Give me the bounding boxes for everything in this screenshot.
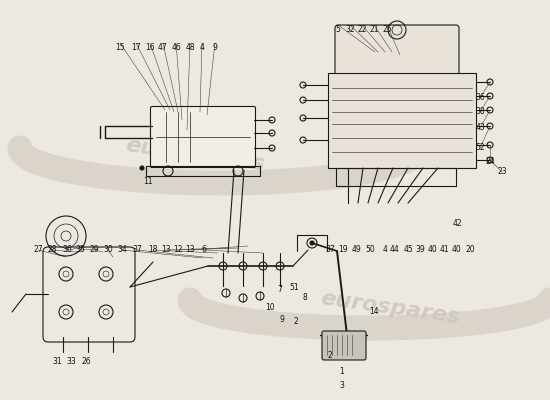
Text: eurospares: eurospares xyxy=(124,135,266,175)
Text: 13: 13 xyxy=(161,246,171,254)
Text: 41: 41 xyxy=(439,246,449,254)
Text: 51: 51 xyxy=(289,284,299,292)
FancyBboxPatch shape xyxy=(43,247,135,342)
Text: 37: 37 xyxy=(132,246,142,254)
Text: 4: 4 xyxy=(383,246,387,254)
Text: 5: 5 xyxy=(336,26,340,34)
Text: 20: 20 xyxy=(465,246,475,254)
Text: 44: 44 xyxy=(390,246,400,254)
Text: 25: 25 xyxy=(382,26,392,34)
Text: 10: 10 xyxy=(265,304,275,312)
Text: 47: 47 xyxy=(158,44,168,52)
Text: 24: 24 xyxy=(485,158,495,166)
Text: 45: 45 xyxy=(403,246,413,254)
Text: 28: 28 xyxy=(47,246,57,254)
Text: 33: 33 xyxy=(66,358,76,366)
Text: 31: 31 xyxy=(52,358,62,366)
Text: 49: 49 xyxy=(352,246,362,254)
Text: 12: 12 xyxy=(173,246,183,254)
FancyBboxPatch shape xyxy=(335,25,459,79)
Text: 50: 50 xyxy=(365,246,375,254)
Text: 27: 27 xyxy=(33,246,43,254)
Text: 9: 9 xyxy=(279,316,284,324)
Text: 36: 36 xyxy=(62,246,72,254)
Circle shape xyxy=(140,166,144,170)
Bar xyxy=(328,73,476,168)
Text: 46: 46 xyxy=(171,44,181,52)
Text: 40: 40 xyxy=(451,246,461,254)
Text: 21: 21 xyxy=(369,26,379,34)
Text: 6: 6 xyxy=(201,246,206,254)
Text: 23: 23 xyxy=(497,168,507,176)
Circle shape xyxy=(310,241,314,245)
Text: 4: 4 xyxy=(200,44,205,52)
Text: 35: 35 xyxy=(75,246,85,254)
Text: eurospares: eurospares xyxy=(319,288,461,328)
Text: 13: 13 xyxy=(185,246,195,254)
Text: 15: 15 xyxy=(115,44,125,52)
Text: 16: 16 xyxy=(145,44,155,52)
Text: 2: 2 xyxy=(294,318,298,326)
Text: 26: 26 xyxy=(81,358,91,366)
Text: 32: 32 xyxy=(345,26,355,34)
Text: 48: 48 xyxy=(185,44,195,52)
Text: 38: 38 xyxy=(475,108,485,116)
Text: 17: 17 xyxy=(131,44,141,52)
Text: 3: 3 xyxy=(339,382,344,390)
Text: 9: 9 xyxy=(212,44,217,52)
Text: 7: 7 xyxy=(278,286,283,294)
Text: 30: 30 xyxy=(103,246,113,254)
Text: 36: 36 xyxy=(475,94,485,102)
Text: 2: 2 xyxy=(328,350,332,360)
Text: 1: 1 xyxy=(340,368,344,376)
Text: 39: 39 xyxy=(415,246,425,254)
FancyBboxPatch shape xyxy=(151,106,256,168)
Text: 8: 8 xyxy=(302,294,307,302)
Text: 43: 43 xyxy=(475,124,485,132)
Text: 19: 19 xyxy=(338,246,348,254)
Text: 11: 11 xyxy=(143,178,153,186)
Text: 37: 37 xyxy=(325,246,335,254)
Text: 18: 18 xyxy=(148,246,158,254)
FancyBboxPatch shape xyxy=(322,331,366,360)
Text: 40: 40 xyxy=(427,246,437,254)
Text: 29: 29 xyxy=(89,246,99,254)
Text: 34: 34 xyxy=(117,246,127,254)
Text: 52: 52 xyxy=(475,144,485,152)
Text: 14: 14 xyxy=(369,308,379,316)
Text: 42: 42 xyxy=(452,220,462,228)
Text: 22: 22 xyxy=(358,26,367,34)
